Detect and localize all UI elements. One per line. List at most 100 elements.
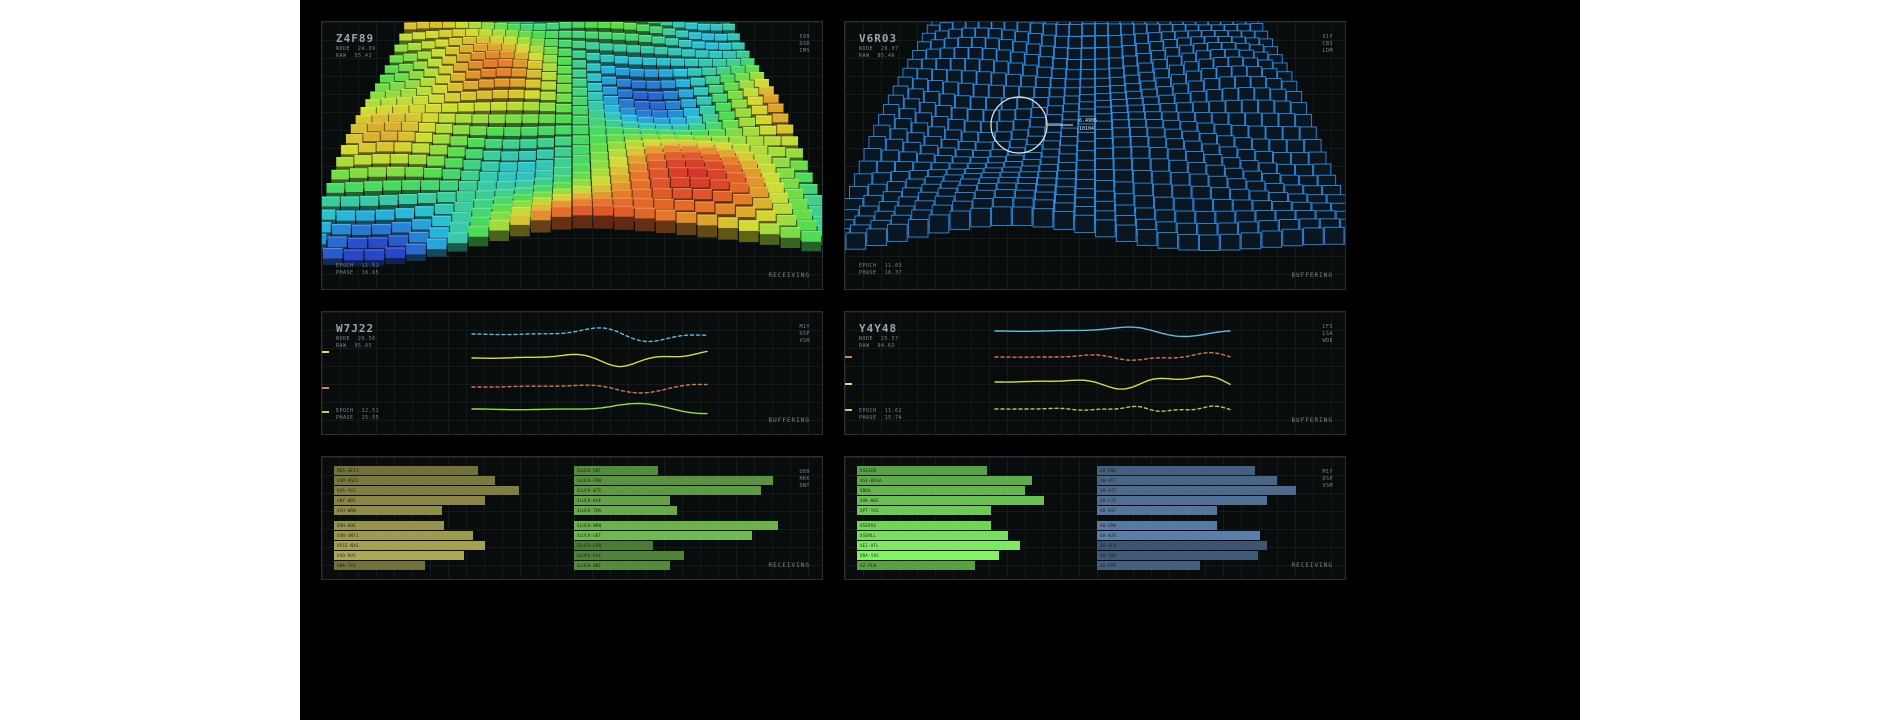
bar-item: XWA-TYS bbox=[334, 561, 425, 570]
bar-label: XXH-HOE bbox=[337, 523, 356, 528]
edge-marker bbox=[845, 409, 852, 411]
bar-label: XFH-WRN bbox=[337, 508, 356, 513]
bar-item: X8-LTS bbox=[1097, 496, 1267, 505]
terrain-heatmap-panel: Z4F89 NODE 24.99 RAW 55.42 599 DSR CMS EPOCH… bbox=[321, 21, 823, 290]
bar-item: X8-VST bbox=[1097, 506, 1217, 515]
bar-label: XSM-HSDI bbox=[337, 478, 359, 483]
panel-title: Y4Y48 bbox=[859, 322, 898, 335]
target-circle-icon bbox=[990, 96, 1048, 154]
bar-label: X8-SNS bbox=[1100, 553, 1117, 558]
bar-item: SLUCK-XNT bbox=[574, 466, 658, 475]
panel-codes: M1Y DSP VSM bbox=[799, 324, 810, 344]
bar-item: XZ-PLW bbox=[857, 561, 975, 570]
bar-item: XFH-WRN bbox=[334, 506, 442, 515]
panel-epoch: EPOCH 11.62 PHASE 15.74 bbox=[859, 408, 903, 421]
edge-marker bbox=[322, 387, 329, 389]
bar-item: XWY-WDS bbox=[334, 496, 485, 505]
status-label: BUFFERING bbox=[768, 417, 810, 424]
bar-item: XSM-HSDI bbox=[334, 476, 495, 485]
callout-value-1: 6.4906 bbox=[1079, 118, 1097, 124]
bar-label: SLUCK-WRN bbox=[577, 523, 602, 528]
callout-overlay: 6.4906 10104 bbox=[990, 96, 1097, 154]
status-label: RECEIVING bbox=[768, 272, 810, 279]
panel-codes: 599 DSR CMS bbox=[799, 34, 810, 54]
bar-item: X8-SNS bbox=[1097, 551, 1258, 560]
bar-item: XAK-WEE bbox=[857, 496, 1044, 505]
bar-label: SLUCK-UET bbox=[577, 533, 602, 538]
bar-label: XRA-YAS bbox=[860, 553, 879, 558]
bar-label: SLUCK-TMS bbox=[577, 508, 602, 513]
bar-label: SLUCK-WTS bbox=[577, 488, 602, 493]
bar-label: SLUCK-RAE bbox=[577, 498, 602, 503]
panel-meta: NODE 25.57 RAW 94.65 bbox=[859, 336, 899, 349]
bar-label: XSN-XNT1 bbox=[337, 533, 359, 538]
bar-item: XPT-YXS bbox=[857, 506, 991, 515]
bar-label: X8-XRW bbox=[1100, 523, 1117, 528]
status-label: RECEIVING bbox=[1291, 562, 1333, 569]
bar-item: X8-VFT bbox=[1097, 476, 1277, 485]
bar-item: X8-RNS bbox=[1097, 466, 1255, 475]
terrain-wireframe-panel: 6.4906 10104 V6R03 NODE 26.07 RAW 85.46 X1… bbox=[844, 21, 1346, 290]
panel-title: V6R03 bbox=[859, 32, 898, 45]
bar-label: SLUCK-LEN bbox=[577, 543, 602, 548]
dashboard-stage: Z4F89 NODE 24.99 RAW 55.42 599 DSR CMS EPOCH… bbox=[300, 0, 1580, 720]
bar-item: XSEMLL bbox=[857, 531, 1008, 540]
panel-meta: NODE 26.07 RAW 85.46 bbox=[859, 46, 899, 59]
bar-item: SLUPE-KUE bbox=[574, 551, 684, 560]
bar-label: X8-VFT bbox=[1100, 478, 1117, 483]
bar-label: XEI-UFL bbox=[860, 543, 879, 548]
panel-epoch: EPOCH 11.03 PHASE 16.37 bbox=[859, 263, 903, 276]
bar-label: X8-OPR bbox=[1100, 563, 1117, 568]
panel-title: W7J22 bbox=[336, 322, 375, 335]
edge-marker bbox=[845, 356, 852, 358]
bar-label: XVA-YCG bbox=[337, 488, 356, 493]
bar-item: SLUCK-RAE bbox=[574, 496, 670, 505]
bar-label: XEA-SEY1 bbox=[337, 468, 359, 473]
bar-label: XPIE-NXS bbox=[337, 543, 359, 548]
callout-value-2: 10104 bbox=[1079, 126, 1094, 132]
bar-item: SLUCK-WRN bbox=[574, 521, 778, 530]
bar-label: XWA-TYS bbox=[337, 563, 356, 568]
terrain-wireframe-surface bbox=[845, 22, 1345, 253]
bar-label: SLUCK-NNT bbox=[577, 563, 602, 568]
bar-label: SLUCK-FRW bbox=[577, 478, 602, 483]
bar-label: X8-ATT bbox=[1100, 488, 1117, 493]
waveform-plot bbox=[322, 327, 708, 415]
status-label: BUFFERING bbox=[1291, 272, 1333, 279]
bar-item: X8-WZR bbox=[1097, 531, 1260, 540]
panel-epoch: EPOCH 12.51 PHASE 15.55 bbox=[336, 408, 380, 421]
bar-label: XDDA bbox=[860, 488, 871, 493]
bar-item: XSE2EN bbox=[857, 466, 987, 475]
edge-marker bbox=[322, 411, 329, 413]
bar-label: XSERVS bbox=[860, 523, 877, 528]
bar-item: X8-OPR bbox=[1097, 561, 1200, 570]
bar-item: SLUCK-FRW bbox=[574, 476, 773, 485]
bar-label: SLUPE-KUE bbox=[577, 553, 602, 558]
bar-item: XSERVS bbox=[857, 521, 991, 530]
status-label: RECEIVING bbox=[768, 562, 810, 569]
bar-item: XSN-XNT1 bbox=[334, 531, 473, 540]
panel-codes: CFI LSA WDE bbox=[1322, 324, 1333, 344]
bar-item: XEI-UFL bbox=[857, 541, 1020, 550]
bar-label: XSE2EN bbox=[860, 468, 877, 473]
status-label: BUFFERING bbox=[1291, 417, 1333, 424]
terrain-heatmap-surface bbox=[322, 22, 822, 267]
bar-item: SLUCK-TMS bbox=[574, 506, 677, 515]
bar-label: XSI-WSSA bbox=[860, 478, 882, 483]
panel-codes: U89 HKK ONT bbox=[799, 469, 810, 489]
bar-list-panel-left: XEA-SEY1 XSM-HSDI XVA-YCG XWY-WDS XFH-WRN XXH… bbox=[321, 456, 823, 580]
bar-label: X8-WZR bbox=[1100, 533, 1117, 538]
bar-item: SLUCK-NNT bbox=[574, 561, 670, 570]
bar-label: SLUCK-XNT bbox=[577, 468, 602, 473]
bar-list-panel-right: XSE2EN XSI-WSSA XDDA XAK-WEE XPT-YXS XSERVS XS… bbox=[844, 456, 1346, 580]
bar-item: XXH-HOE bbox=[334, 521, 444, 530]
panel-codes: X1Y CBS LDM bbox=[1322, 34, 1333, 54]
bar-label: X8-ALN bbox=[1100, 543, 1117, 548]
bar-label: X8-RNS bbox=[1100, 468, 1117, 473]
bar-item: XRA-YAS bbox=[857, 551, 999, 560]
waveform-plot bbox=[845, 326, 1231, 412]
bar-item: X8-ATT bbox=[1097, 486, 1296, 495]
bar-item: XVA-YCG bbox=[334, 486, 519, 495]
bar-label: XXQ-RUS bbox=[337, 553, 356, 558]
bar-label: X8-LTS bbox=[1100, 498, 1117, 503]
